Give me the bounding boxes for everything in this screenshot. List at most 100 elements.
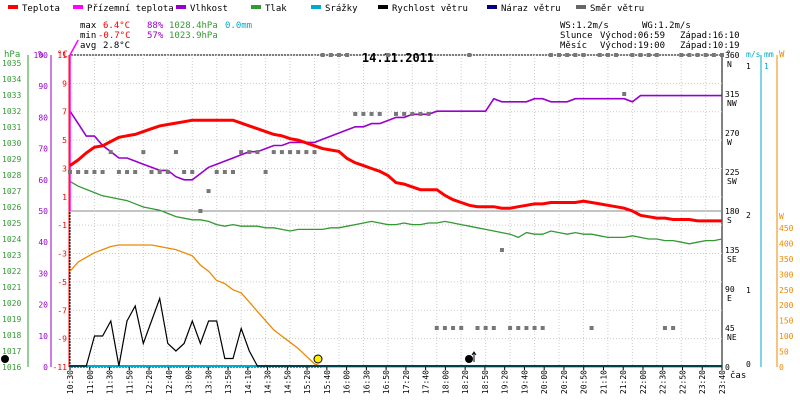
- temp-tick: 11: [57, 51, 67, 60]
- wind-direction-point: [434, 326, 439, 330]
- wind-direction-point: [214, 170, 219, 174]
- pressure-tick: 1021: [2, 283, 21, 292]
- dir-tick-label: NE: [727, 333, 737, 342]
- wind-direction-point: [638, 53, 643, 57]
- wind-direction-point: [654, 53, 659, 57]
- humidity-tick: 60: [38, 176, 48, 185]
- humidity-tick: 50: [38, 207, 48, 216]
- w-tick: 350: [779, 255, 794, 264]
- wind-direction-point: [296, 150, 301, 155]
- pressure-tick: 1025: [2, 219, 21, 228]
- pressure-tick: 1023: [2, 251, 21, 260]
- pressure-tick: 1031: [2, 123, 21, 132]
- wind-direction-point: [84, 170, 89, 174]
- pressure-tick: 1016: [2, 363, 21, 372]
- wind-direction-point: [92, 170, 97, 174]
- ms-tick: 0: [746, 360, 751, 369]
- legend-swatch: [73, 5, 83, 9]
- wind-direction-point: [133, 170, 138, 174]
- x-tick-label: 19:20: [501, 370, 510, 394]
- dir-tick: 225: [725, 168, 740, 177]
- ms-tick: 1: [746, 286, 751, 295]
- wind-direction-point: [622, 92, 627, 96]
- wind-direction-point: [662, 326, 667, 330]
- dir-tick: 360: [725, 51, 740, 60]
- wind-direction-point: [149, 170, 154, 174]
- w-tick: 0: [779, 363, 784, 372]
- legend-swatch: [176, 5, 186, 9]
- legend-label: Přízemní teplota: [87, 4, 174, 14]
- x-tick-label: 16:30: [362, 370, 371, 394]
- unit-deg: °: [726, 50, 731, 60]
- wind-direction-point: [475, 326, 480, 330]
- wind-direction-point: [361, 111, 366, 116]
- humidity-tick: 10: [38, 332, 48, 341]
- wind-direction-point: [548, 53, 553, 57]
- x-tick-label: 14:30: [264, 370, 273, 394]
- wind-direction-point: [304, 150, 309, 155]
- unit-ms: m/s: [746, 50, 761, 59]
- wind-direction-point: [630, 53, 635, 57]
- pressure-tick: 1030: [2, 139, 21, 148]
- x-tick-label: 20:50: [580, 370, 589, 394]
- wind-direction-point: [377, 111, 382, 116]
- pressure-tick: 1019: [2, 315, 21, 324]
- dir-tick-label: SW: [727, 177, 737, 186]
- dir-tick: 90: [725, 285, 735, 294]
- wind-direction-point: [605, 53, 610, 57]
- dir-tick-label: E: [727, 294, 732, 303]
- wind-direction-point: [173, 150, 178, 155]
- wind-direction-point: [671, 326, 676, 330]
- x-tick-label: 16:50: [382, 370, 391, 394]
- stats-max-hum: 88%: [147, 21, 164, 31]
- wind-direction-point: [687, 53, 692, 57]
- humidity-tick: 20: [38, 301, 48, 310]
- wind-direction-point: [557, 53, 561, 57]
- wind-direction-point: [108, 150, 113, 155]
- axis-units: hPa % °C ° m/s mm W čas: [4, 50, 785, 381]
- dir-tick: 315: [725, 90, 740, 99]
- sunset-marker-icon: [313, 354, 323, 364]
- w-tick: 250: [779, 286, 794, 295]
- w-tick: 50: [779, 348, 789, 357]
- pressure-tick: 1034: [2, 75, 21, 84]
- legend-swatch: [576, 5, 586, 9]
- unit-w: W: [779, 50, 785, 60]
- pressure-tick: 1035: [2, 59, 21, 68]
- wind-direction-point: [206, 189, 211, 194]
- moonset: Západ:10:19: [680, 41, 740, 51]
- wind-direction-point: [646, 53, 651, 57]
- wind-direction-point: [410, 111, 415, 116]
- wind-direction-point: [116, 170, 121, 174]
- legend-swatch: [8, 5, 18, 9]
- pressure-tick: 1027: [2, 187, 21, 196]
- series-pressure: [69, 180, 723, 245]
- stats-avg-temp: 2.8°C: [103, 41, 130, 51]
- wind-direction-point: [385, 53, 390, 57]
- x-tick-label: 14:10: [244, 370, 253, 394]
- wind-direction-point: [532, 326, 537, 330]
- wind-direction-point: [165, 170, 170, 174]
- pressure-tick: 1026: [2, 203, 21, 212]
- x-tick-label: 11:30: [106, 370, 115, 394]
- ms-tick: 2: [746, 211, 751, 220]
- temp-tick: -3: [57, 250, 67, 259]
- wind-direction-point: [711, 53, 716, 57]
- wind-direction-point: [182, 170, 187, 174]
- temp-tick: 5: [62, 136, 67, 145]
- wind-direction-point: [483, 326, 488, 330]
- wind-direction-point: [565, 53, 570, 57]
- dir-tick-label: S: [727, 216, 732, 225]
- x-tick-label: 18:50: [481, 370, 490, 394]
- stats-avg-label: avg: [80, 41, 96, 51]
- x-tick-label: 22:00: [639, 370, 648, 394]
- legend-label: Směr větru: [590, 4, 644, 14]
- mm-tick: 1: [764, 62, 769, 71]
- legend-swatch: [311, 5, 321, 9]
- wind-direction-point: [614, 53, 619, 57]
- wind-direction-point: [467, 53, 472, 57]
- legend-label: Rychlost větru: [392, 4, 468, 14]
- left-edge-marker: [1, 355, 9, 363]
- wind-direction-point: [255, 150, 260, 155]
